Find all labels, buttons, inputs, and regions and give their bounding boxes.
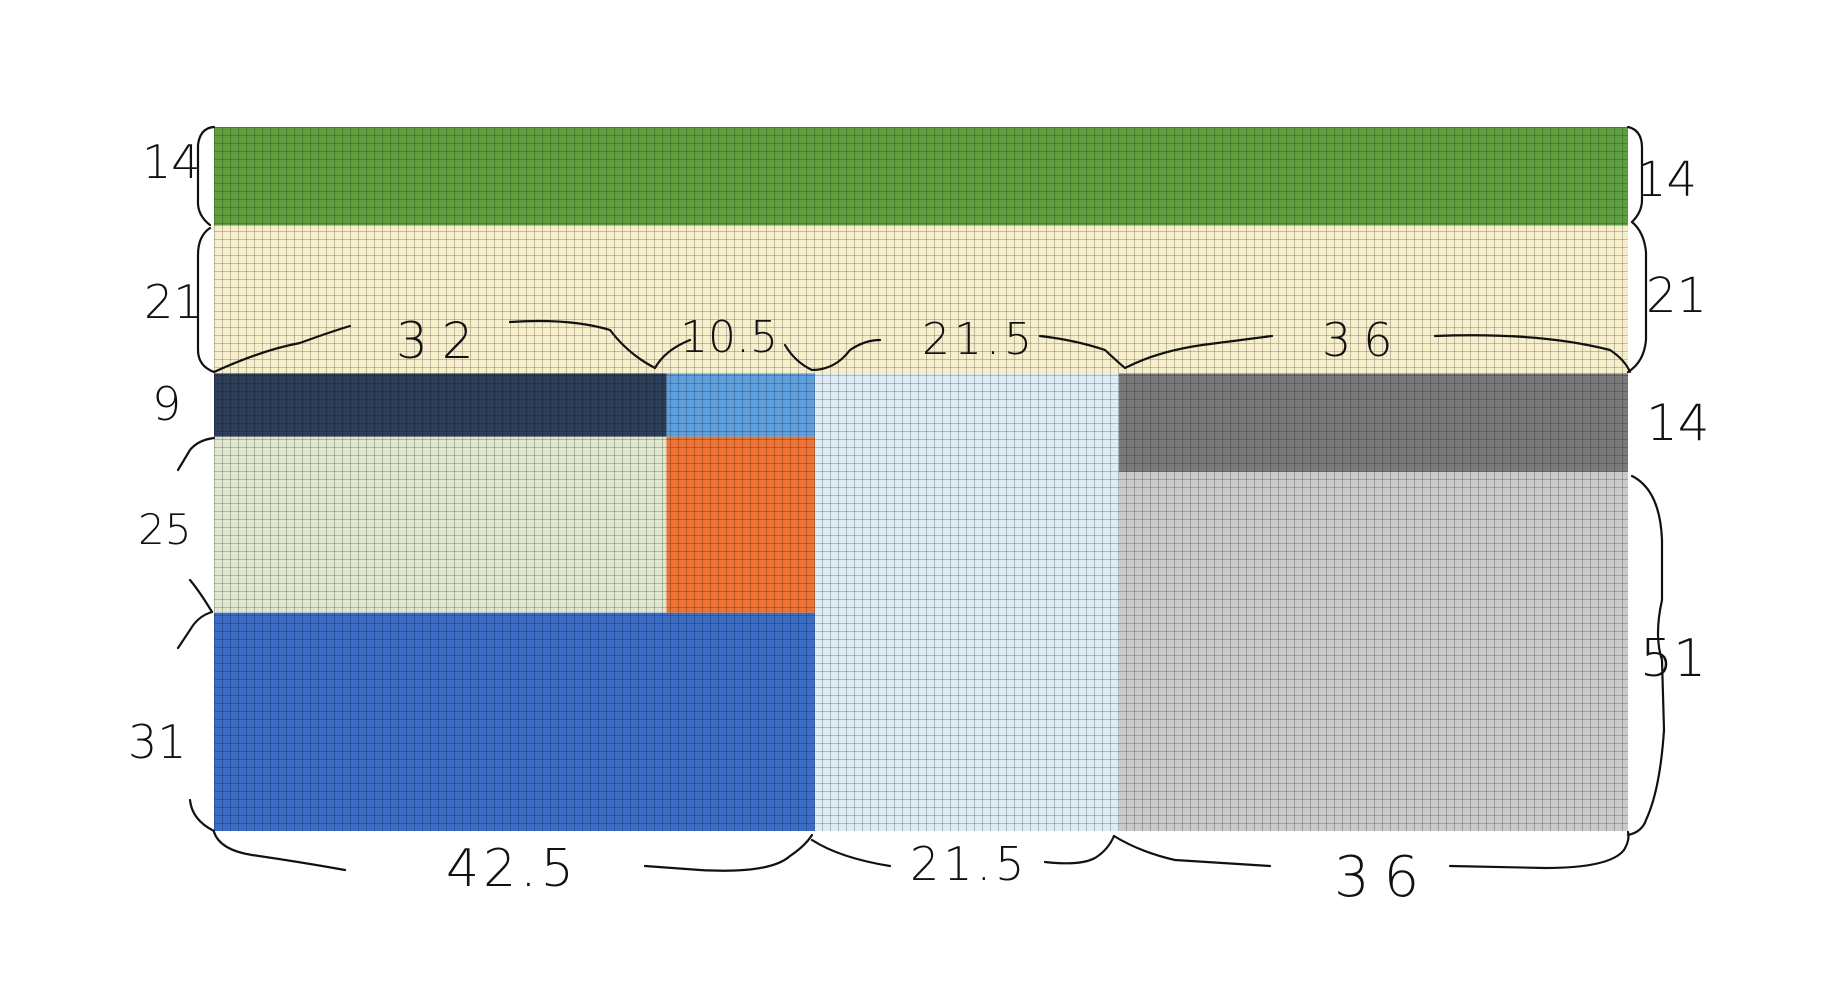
brace-left-25 [176, 578, 214, 650]
label-right-21: 21 [1646, 268, 1707, 324]
brace-bottom-215b [1043, 834, 1116, 865]
label-top-36: 36 [1322, 313, 1405, 367]
brace-bottom-425b [643, 833, 814, 872]
brace-left-9 [176, 436, 216, 472]
label-left-14: 14 [142, 135, 201, 189]
label-left-21: 21 [144, 275, 203, 329]
brace-right-14 [1626, 125, 1644, 224]
label-top-105: 10.5 [680, 312, 778, 363]
brace-top-32b [508, 319, 692, 370]
label-left-31: 31 [128, 715, 187, 769]
brace-left-14 [196, 125, 216, 227]
brace-top-215 [1038, 334, 1274, 370]
label-right-14: 14 [1646, 394, 1710, 452]
label-right-51: 51 [1640, 629, 1706, 689]
label-top-215: 21.5 [922, 314, 1036, 365]
grid-overlay [214, 127, 1628, 831]
brace-bottom-215a [810, 838, 892, 868]
label-bottom-425: 42.5 [446, 839, 578, 899]
label-bottom-215: 21.5 [910, 837, 1028, 891]
brace-top-36 [1433, 334, 1632, 374]
label-left-25: 25 [138, 505, 191, 554]
label-left-9: 9 [152, 377, 181, 431]
brace-bottom-36a [1112, 834, 1272, 868]
brace-left-31 [188, 798, 216, 833]
brace-bottom-425a [212, 830, 347, 872]
label-bottom-36: 36 [1334, 845, 1433, 910]
brace-bottom-36b [1448, 830, 1630, 870]
brace-top-105 [783, 338, 882, 372]
brace-left-21 [196, 226, 216, 374]
label-top-32: 32 [396, 312, 488, 370]
label-right-14-top: 14 [1636, 152, 1697, 208]
brace-top-32 [212, 324, 352, 374]
dimension-labels: 14 21 9 25 31 14 21 14 51 32 10.5 21.5 3… [128, 135, 1710, 910]
brace-right-51 [1626, 474, 1666, 837]
brace-right-21 [1626, 220, 1648, 374]
dimension-braces [176, 125, 1666, 872]
